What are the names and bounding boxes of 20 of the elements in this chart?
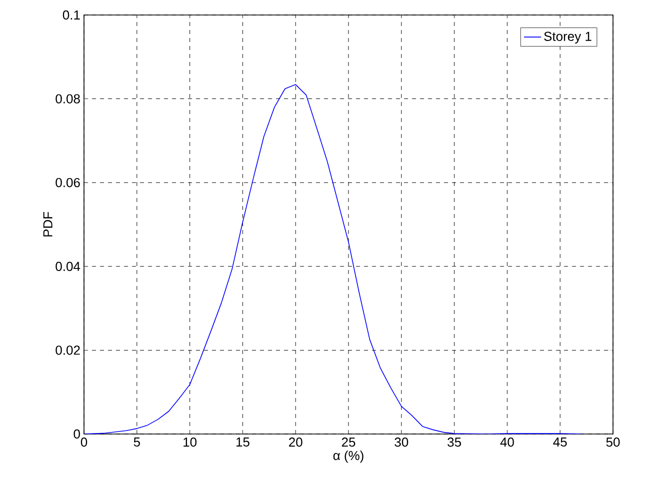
y-tick-label: 0	[74, 429, 80, 439]
y-axis-title: PDF	[43, 212, 52, 236]
x-tick-label: 45	[553, 438, 567, 447]
x-tick-label: 25	[342, 438, 356, 447]
y-tick-label: 0.04	[56, 262, 80, 271]
x-tick-label: 0	[80, 438, 88, 447]
x-tick-label: 5	[134, 438, 140, 447]
x-axis-title: α (%)	[333, 450, 364, 463]
x-tick-label: 30	[394, 438, 408, 447]
y-tick-label: 0.02	[56, 346, 80, 355]
x-tick-label: 10	[184, 438, 197, 447]
x-tick-label: 50	[606, 438, 620, 447]
y-tick-label: 0.06	[56, 178, 80, 188]
x-tick-label: 35	[448, 438, 461, 447]
y-tick-label: 0.08	[56, 94, 80, 104]
x-tick-label: 40	[500, 438, 514, 447]
x-tick-label: 20	[289, 438, 302, 447]
legend-label: Storey 1	[544, 32, 592, 44]
x-tick-label: 15	[236, 438, 250, 447]
y-tick-label: 0.1	[62, 10, 80, 20]
